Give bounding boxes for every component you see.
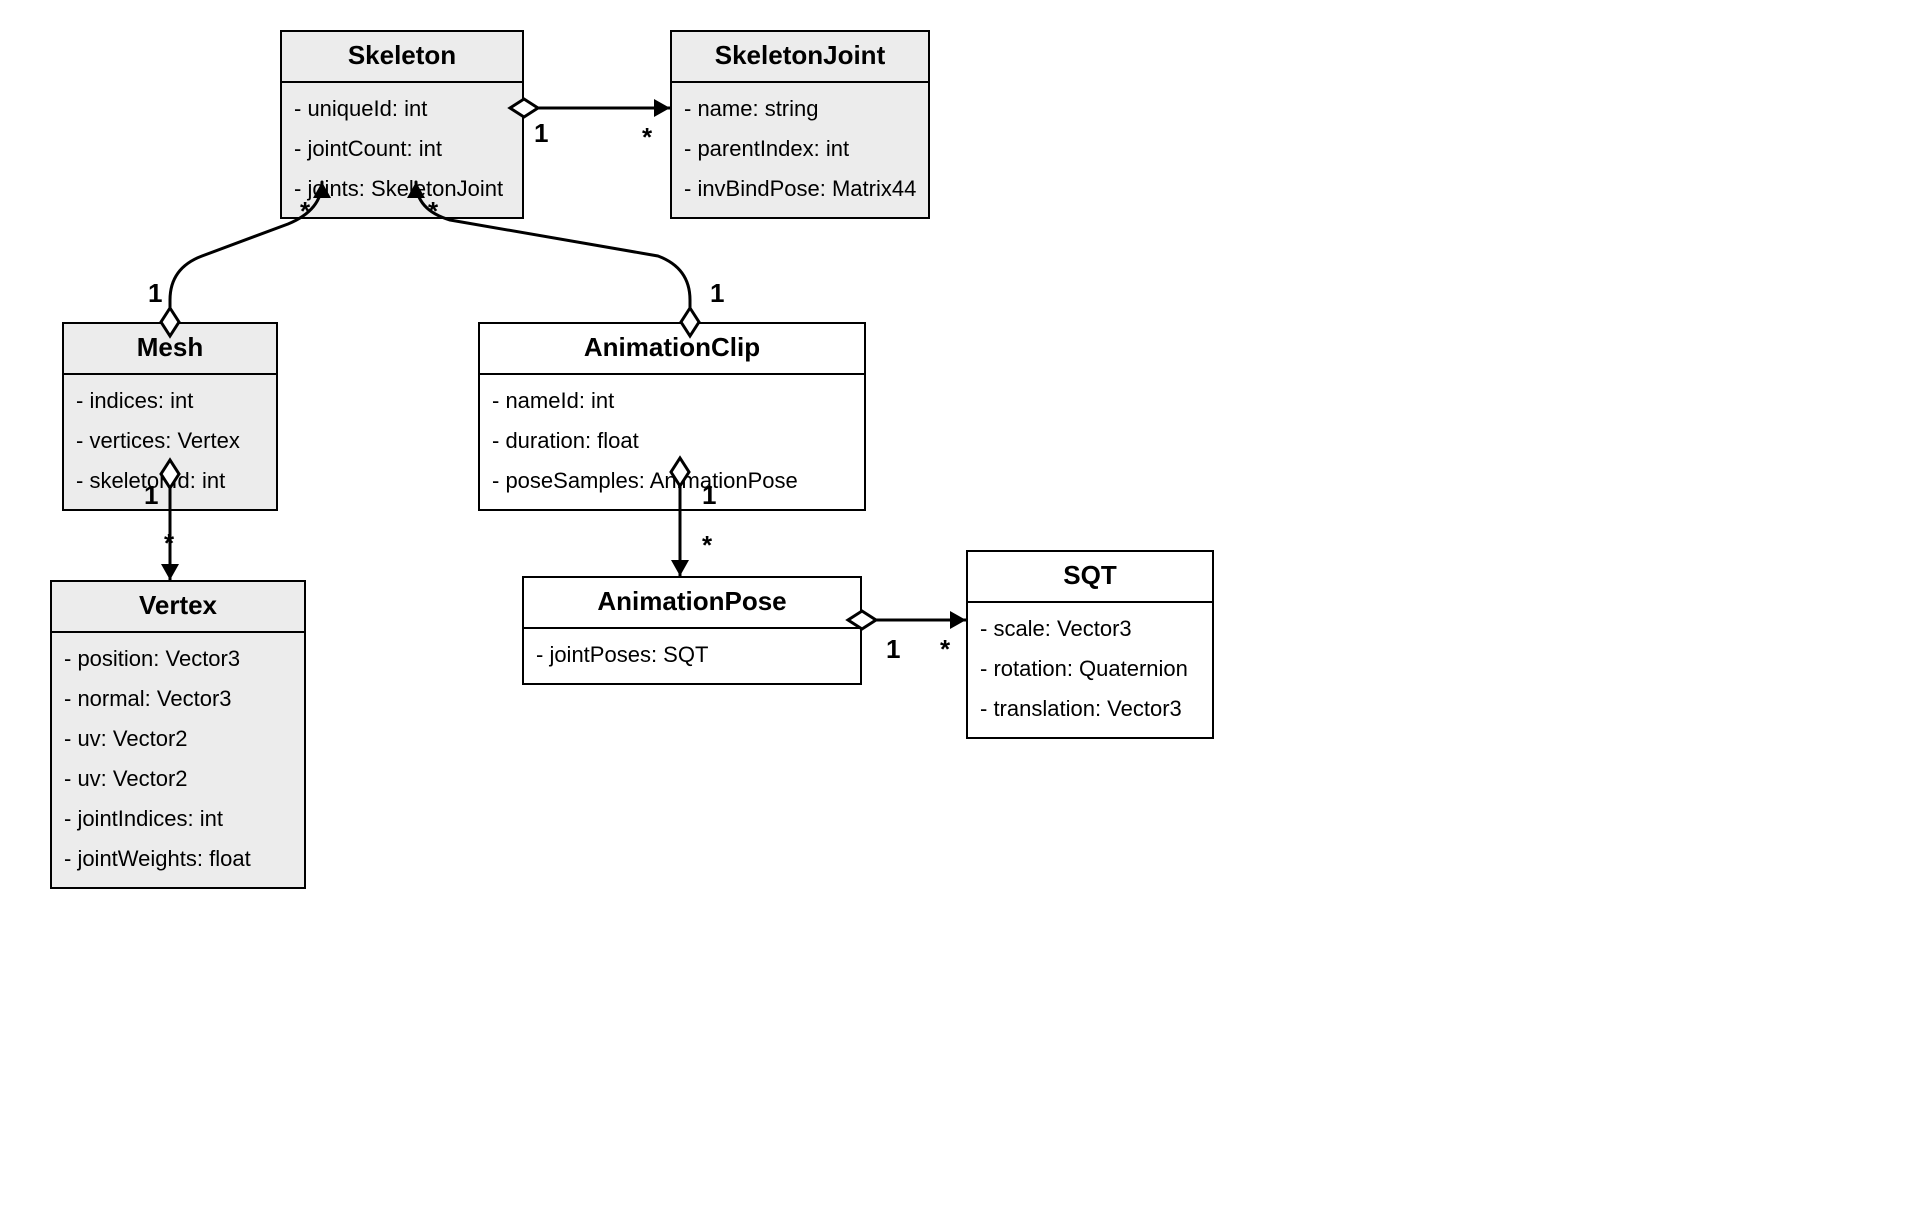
class-attr: - name: string	[682, 89, 918, 129]
multiplicity-label: 1	[144, 480, 158, 511]
class-attr: - uniqueId: int	[292, 89, 512, 129]
class-attr: - joints: SkeletonJoint	[292, 169, 512, 209]
class-vertex: Vertex - position: Vector3 - normal: Vec…	[50, 580, 306, 889]
multiplicity-label: 1	[534, 118, 548, 149]
class-sqt: SQT - scale: Vector3 - rotation: Quatern…	[966, 550, 1214, 739]
class-attr: - invBindPose: Matrix44	[682, 169, 918, 209]
class-body: - indices: int - vertices: Vertex - skel…	[64, 375, 276, 509]
class-animation-clip: AnimationClip - nameId: int - duration: …	[478, 322, 866, 511]
class-body: - uniqueId: int - jointCount: int - join…	[282, 83, 522, 217]
multiplicity-label: *	[300, 196, 310, 227]
multiplicity-label: *	[428, 196, 438, 227]
class-attr: - rotation: Quaternion	[978, 649, 1202, 689]
class-attr: - jointPoses: SQT	[534, 635, 850, 675]
multiplicity-label: 1	[886, 634, 900, 665]
class-title: SkeletonJoint	[672, 32, 928, 83]
class-attr: - jointWeights: float	[62, 839, 294, 879]
class-attr: - jointCount: int	[292, 129, 512, 169]
multiplicity-label: *	[702, 530, 712, 561]
class-body: - name: string - parentIndex: int - invB…	[672, 83, 928, 217]
class-title: Vertex	[52, 582, 304, 633]
multiplicity-label: 1	[702, 480, 716, 511]
class-skeleton-joint: SkeletonJoint - name: string - parentInd…	[670, 30, 930, 219]
class-attr: - uv: Vector2	[62, 719, 294, 759]
class-attr: - translation: Vector3	[978, 689, 1202, 729]
class-attr: - duration: float	[490, 421, 854, 461]
class-attr: - indices: int	[74, 381, 266, 421]
class-title: Skeleton	[282, 32, 522, 83]
class-attr: - jointIndices: int	[62, 799, 294, 839]
class-body: - scale: Vector3 - rotation: Quaternion …	[968, 603, 1212, 737]
class-body: - position: Vector3 - normal: Vector3 - …	[52, 633, 304, 887]
class-attr: - scale: Vector3	[978, 609, 1202, 649]
class-body: - nameId: int - duration: float - poseSa…	[480, 375, 864, 509]
edge-pose-to-sqt	[848, 611, 966, 629]
multiplicity-label: *	[164, 528, 174, 559]
multiplicity-label: *	[940, 634, 950, 665]
class-body: - jointPoses: SQT	[524, 629, 860, 683]
class-title: Mesh	[64, 324, 276, 375]
class-attr: - parentIndex: int	[682, 129, 918, 169]
class-title: AnimationClip	[480, 324, 864, 375]
class-title: SQT	[968, 552, 1212, 603]
class-animation-pose: AnimationPose - jointPoses: SQT	[522, 576, 862, 685]
class-mesh: Mesh - indices: int - vertices: Vertex -…	[62, 322, 278, 511]
class-attr: - uv: Vector2	[62, 759, 294, 799]
class-attr: - position: Vector3	[62, 639, 294, 679]
class-attr: - nameId: int	[490, 381, 854, 421]
multiplicity-label: 1	[148, 278, 162, 309]
class-skeleton: Skeleton - uniqueId: int - jointCount: i…	[280, 30, 524, 219]
class-attr: - skeletonId: int	[74, 461, 266, 501]
class-attr: - poseSamples: AnimationPose	[490, 461, 854, 501]
uml-canvas: Skeleton - uniqueId: int - jointCount: i…	[0, 0, 1916, 1228]
edge-skeleton-to-joint	[510, 99, 670, 117]
class-attr: - normal: Vector3	[62, 679, 294, 719]
class-title: AnimationPose	[524, 578, 860, 629]
class-attr: - vertices: Vertex	[74, 421, 266, 461]
multiplicity-label: 1	[710, 278, 724, 309]
multiplicity-label: *	[642, 122, 652, 153]
